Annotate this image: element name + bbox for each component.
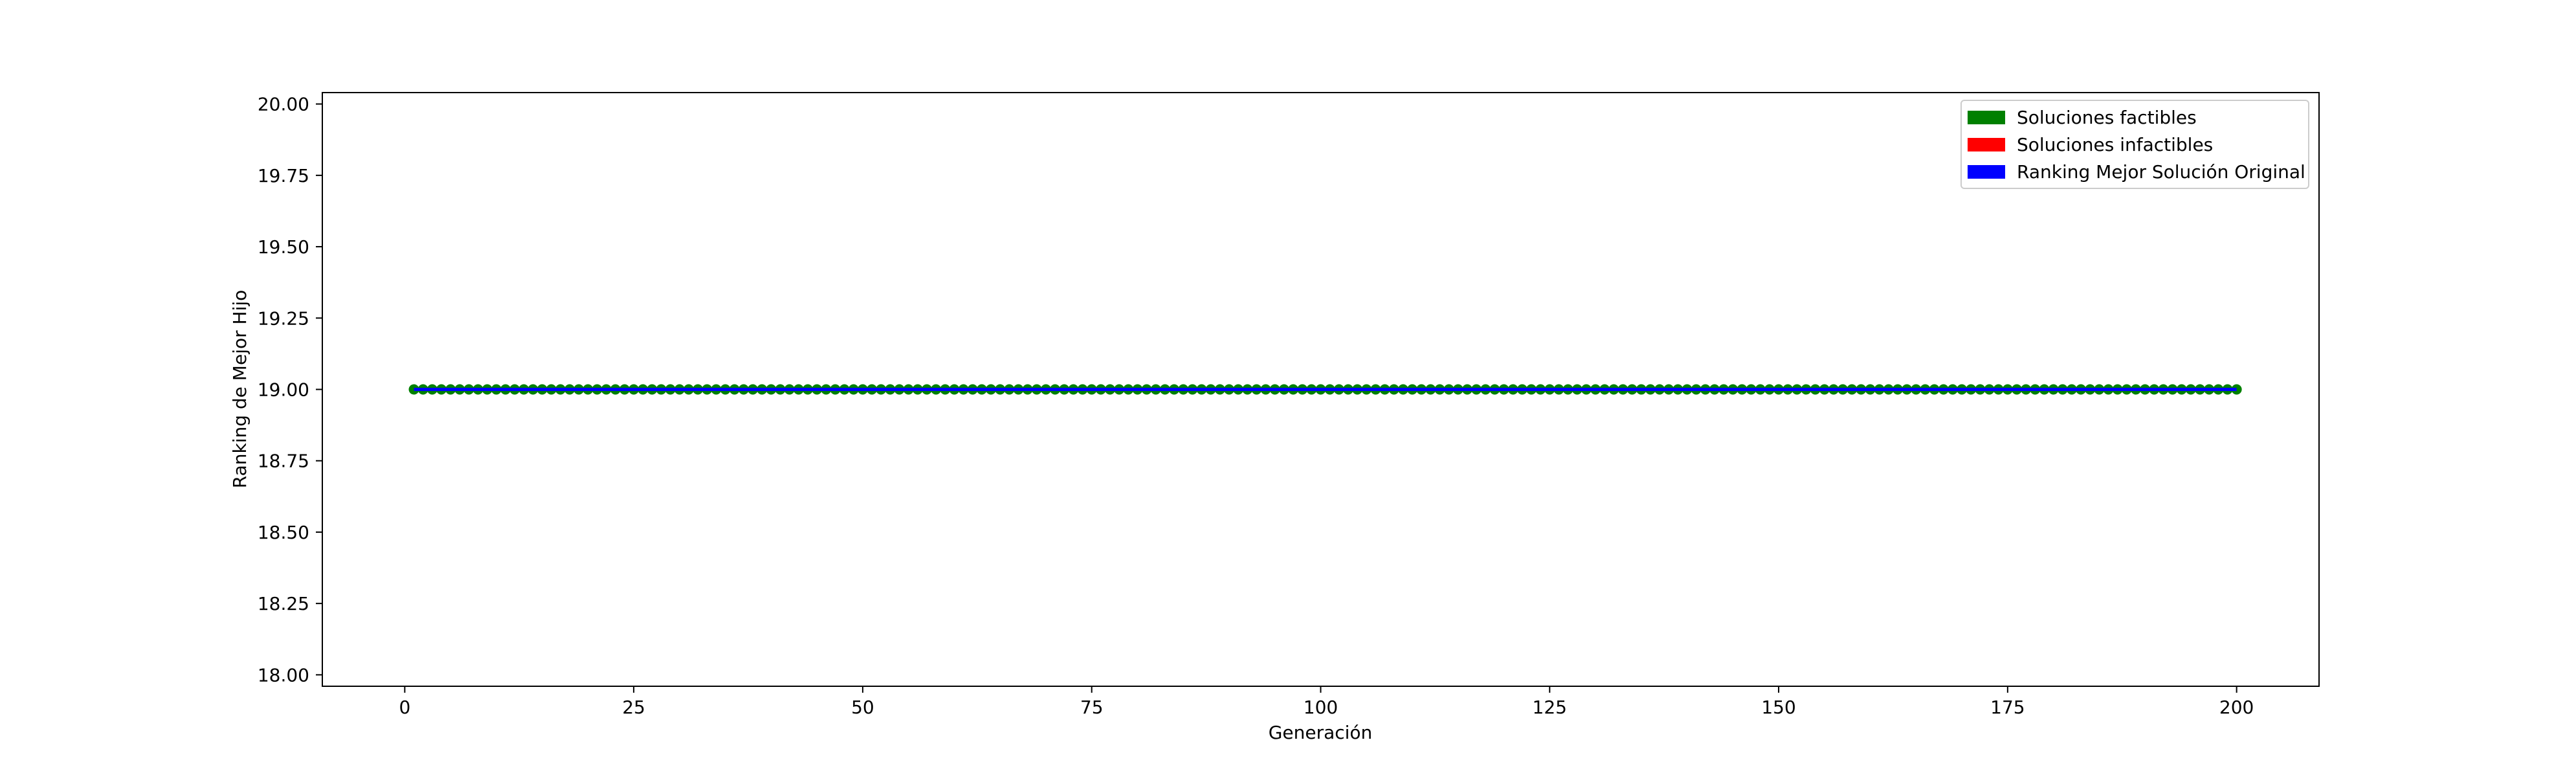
legend: Soluciones factibles Soluciones infactibl… <box>1960 100 2309 189</box>
x-tick-label: 75 <box>1080 697 1104 718</box>
y-tick-label: 19.50 <box>258 236 309 258</box>
legend-label: Soluciones infactibles <box>2017 134 2213 155</box>
y-tick-label: 20.00 <box>258 94 309 115</box>
legend-swatch <box>1968 165 2005 179</box>
y-axis-label: Ranking de Mejor Hijo <box>229 290 250 489</box>
y-axis: 18.00 18.25 18.50 18.75 19.00 19.25 19.50 19.75… <box>258 94 322 686</box>
x-tick-label: 50 <box>851 697 874 718</box>
y-tick-label: 19.25 <box>258 308 309 329</box>
x-tick-label: 175 <box>1990 697 2025 718</box>
x-tick-label: 0 <box>399 697 410 718</box>
x-tick-label: 150 <box>1761 697 1795 718</box>
legend-label: Ranking Mejor Solución Original <box>2017 161 2305 183</box>
x-axis: 0 25 50 75 100 125 150 175 200 <box>399 686 2254 718</box>
y-tick-label: 18.00 <box>258 664 309 686</box>
x-tick-label: 125 <box>1533 697 1567 718</box>
x-axis-label: Generación <box>1269 722 1373 743</box>
y-tick-label: 18.75 <box>258 451 309 472</box>
legend-label: Soluciones factibles <box>2017 107 2197 128</box>
x-tick-label: 100 <box>1304 697 1338 718</box>
legend-box <box>1960 100 2309 189</box>
x-tick-label: 200 <box>2219 697 2254 718</box>
plot-area <box>408 384 2242 395</box>
y-tick-label: 19.75 <box>258 165 309 186</box>
y-tick-label: 19.00 <box>258 379 309 401</box>
legend-swatch <box>1968 111 2005 124</box>
y-tick-label: 18.50 <box>258 522 309 543</box>
x-tick-label: 25 <box>622 697 645 718</box>
y-tick-label: 18.25 <box>258 593 309 614</box>
legend-swatch <box>1968 138 2005 151</box>
